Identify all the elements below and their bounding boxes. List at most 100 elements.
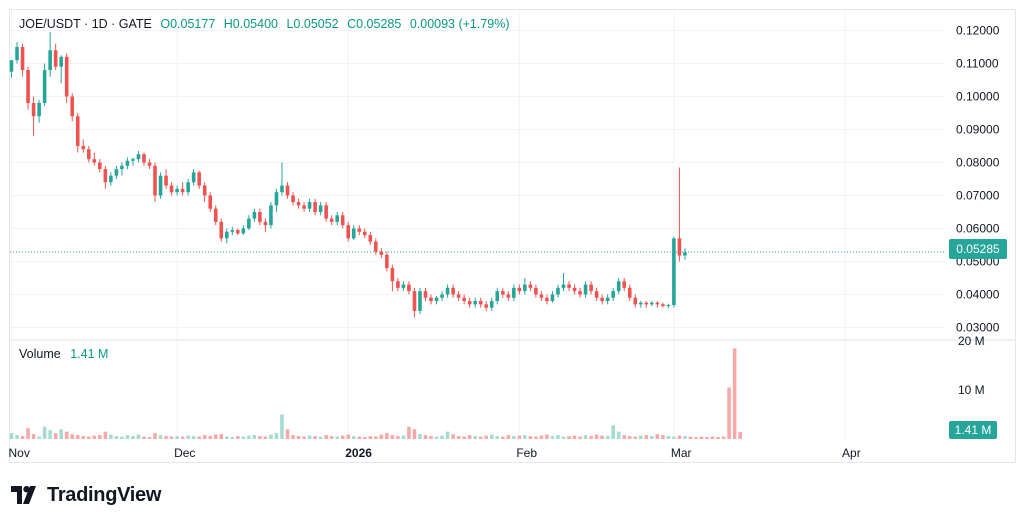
candle-body <box>672 238 676 306</box>
volume-bar <box>263 436 268 439</box>
symbol-legend[interactable]: JOE/USDT · 1D · GATE O0.05177 H0.05400 L… <box>19 17 510 31</box>
volume-bar <box>523 435 527 439</box>
volume-bar <box>335 436 339 439</box>
candle-body <box>407 284 411 292</box>
volume-bar <box>136 434 141 439</box>
volume-bar <box>688 436 693 439</box>
candle-body <box>202 185 207 196</box>
candle-body <box>109 175 113 183</box>
candle-body <box>307 202 312 209</box>
volume-bar <box>153 433 157 439</box>
candle-body <box>489 301 494 308</box>
volume-bar <box>202 435 207 439</box>
volume-bar <box>401 435 406 439</box>
price-tick-label: 0.10000 <box>956 89 1000 103</box>
volume-bar <box>650 436 654 439</box>
candle-body <box>500 291 505 295</box>
volume-bar <box>324 435 328 439</box>
volume-bar <box>489 434 494 439</box>
time-axis[interactable]: Nov Dec 2026 Feb Mar Apr <box>9 446 861 460</box>
candle-body <box>48 50 52 71</box>
price-tick-label: 0.11000 <box>956 56 999 70</box>
candle-body <box>335 215 339 222</box>
volume-bar <box>561 436 566 439</box>
volume-bar <box>611 425 615 439</box>
candle-body <box>440 294 444 298</box>
volume-bar <box>64 431 69 439</box>
volume-bar <box>699 436 704 439</box>
candle-body <box>456 294 461 298</box>
volume-bar <box>48 430 52 439</box>
low-value: L0.05052 <box>286 17 339 31</box>
candle-body <box>31 103 36 117</box>
volume-bar <box>114 436 119 439</box>
volume-bar <box>727 387 731 439</box>
volume-bar <box>258 436 262 439</box>
candle-body <box>169 185 174 193</box>
candle-body <box>164 175 168 186</box>
price-tick-label: 0.08000 <box>956 155 1000 169</box>
volume-bar <box>86 436 91 439</box>
volume-bar <box>180 436 185 439</box>
candle-body <box>434 297 439 302</box>
candle-body <box>517 287 522 292</box>
volume-bar <box>616 431 621 439</box>
volume-bar <box>407 426 411 439</box>
candle-body <box>605 297 610 302</box>
volume-bar <box>385 433 389 439</box>
volume-bar <box>423 435 428 439</box>
candle-body <box>15 46 19 61</box>
time-tick-label: Mar <box>671 446 692 460</box>
volume-bar <box>716 437 720 439</box>
volume-bar <box>567 436 571 439</box>
candles <box>9 32 687 318</box>
volume-bar <box>462 436 466 439</box>
price-axis[interactable]: 0.030000.040000.050000.060000.070000.080… <box>956 23 1000 334</box>
volume-bar <box>269 434 273 439</box>
volume-bar <box>31 434 36 439</box>
candle-body <box>81 145 86 150</box>
candle-body <box>600 297 604 302</box>
candle-body <box>627 287 632 298</box>
candle-body <box>92 159 97 163</box>
volume-bar <box>478 436 483 439</box>
candle-body <box>20 46 25 71</box>
volume-tick-label: 10 M <box>958 383 985 397</box>
volume-bar <box>672 436 676 439</box>
volume-bar <box>81 436 86 439</box>
volume-bar <box>125 435 130 439</box>
candle-body <box>661 304 665 307</box>
candle-body <box>64 56 69 97</box>
volume-bar <box>534 436 538 439</box>
volume-bar <box>53 433 58 439</box>
candle-body <box>462 297 466 302</box>
volume-bar <box>241 436 246 439</box>
volume-bar <box>627 436 632 439</box>
volume-bar <box>296 436 301 439</box>
candle-body <box>26 70 30 104</box>
volume-bar <box>274 433 279 439</box>
candle-body <box>340 215 345 226</box>
volume-legend[interactable]: Volume 1.41 M <box>19 347 108 361</box>
volume-bar <box>75 435 80 439</box>
candle-body <box>120 165 124 170</box>
candle-body <box>683 252 687 256</box>
volume-bar <box>694 437 698 439</box>
tradingview-logo[interactable]: TradingView <box>11 484 161 506</box>
volume-bar <box>467 435 472 439</box>
volume-bar <box>655 434 660 439</box>
volume-bar <box>340 435 345 439</box>
candle-body <box>285 185 290 196</box>
candle-body <box>280 185 284 193</box>
candle-body <box>219 221 224 239</box>
volume-bar <box>131 436 135 439</box>
volume-bar <box>20 436 25 439</box>
candle-body <box>241 228 246 234</box>
candle-body <box>362 231 367 236</box>
candle-body <box>191 172 196 183</box>
volume-bar <box>390 435 395 439</box>
volume-bar <box>42 426 47 439</box>
candle-body <box>451 287 455 295</box>
symbol-info[interactable]: JOE/USDT · 1D · GATE <box>19 17 152 31</box>
